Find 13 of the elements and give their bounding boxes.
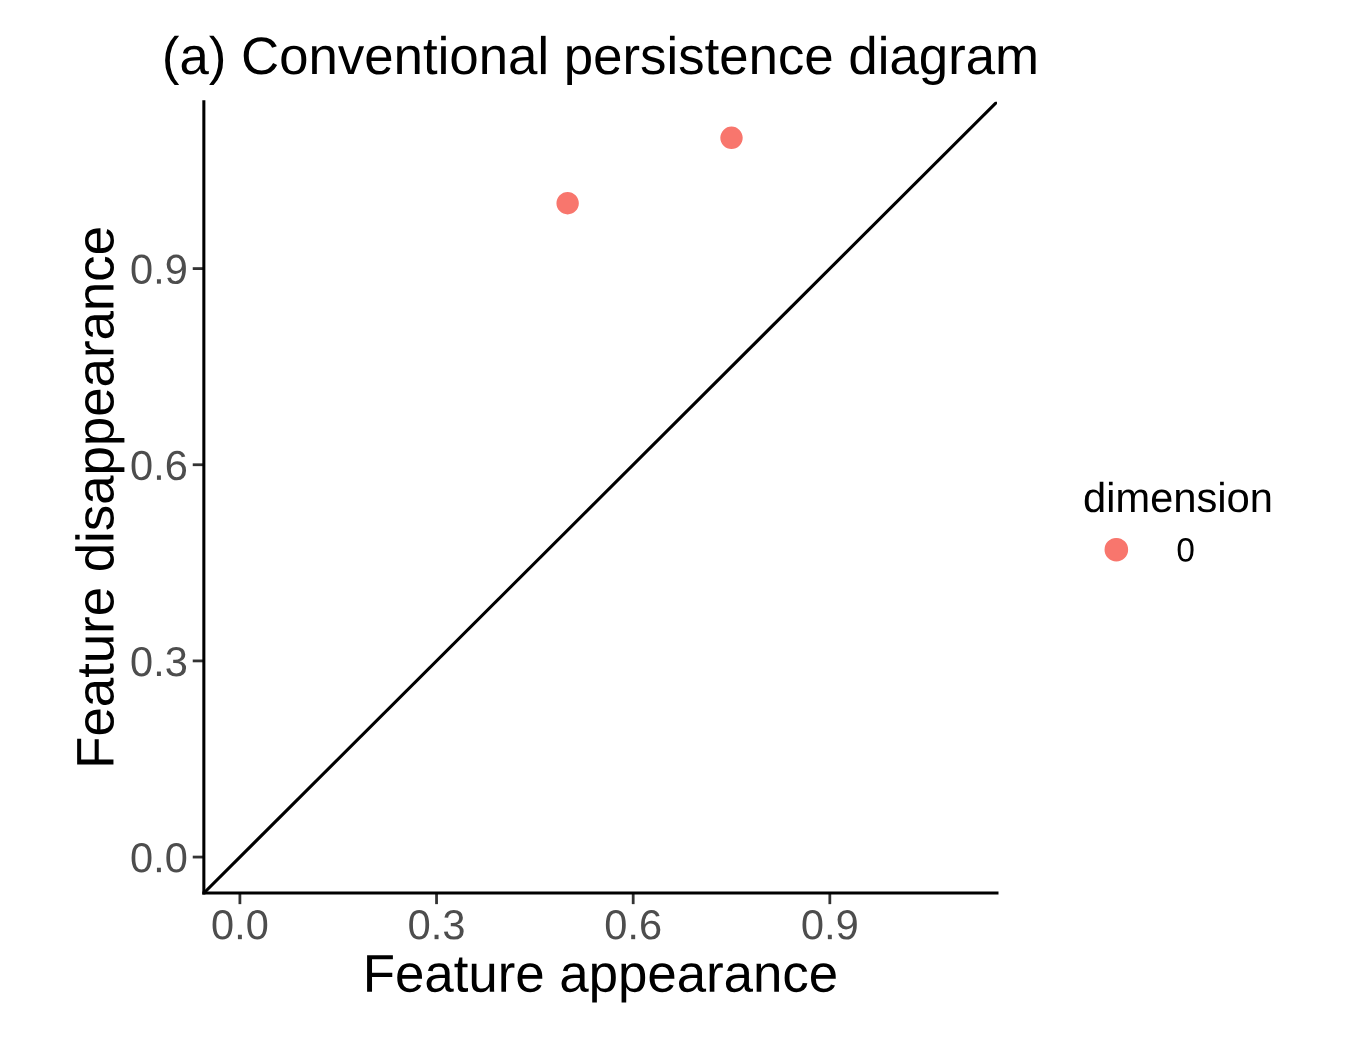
x-axis-title: Feature appearance (367, 955, 836, 1003)
legend-title: dimension (1084, 481, 1271, 513)
y-tick-label: 0.6 (131, 450, 187, 481)
y-tick-label: 0.0 (131, 843, 187, 873)
y-axis-title: Feature disappearance (75, 228, 125, 765)
legend-label: 0 (1177, 538, 1194, 562)
x-tick-label: 0.0 (212, 910, 268, 940)
x-tick-label: 0.6 (605, 910, 661, 940)
x-tick-label: 0.9 (802, 910, 857, 940)
y-tick-label: 0.9 (131, 254, 186, 285)
chart-title: (a) Conventional persistence diagram (165, 35, 1036, 86)
y-tick-label: 0.3 (131, 646, 187, 677)
x-tick-label: 0.3 (409, 910, 464, 940)
